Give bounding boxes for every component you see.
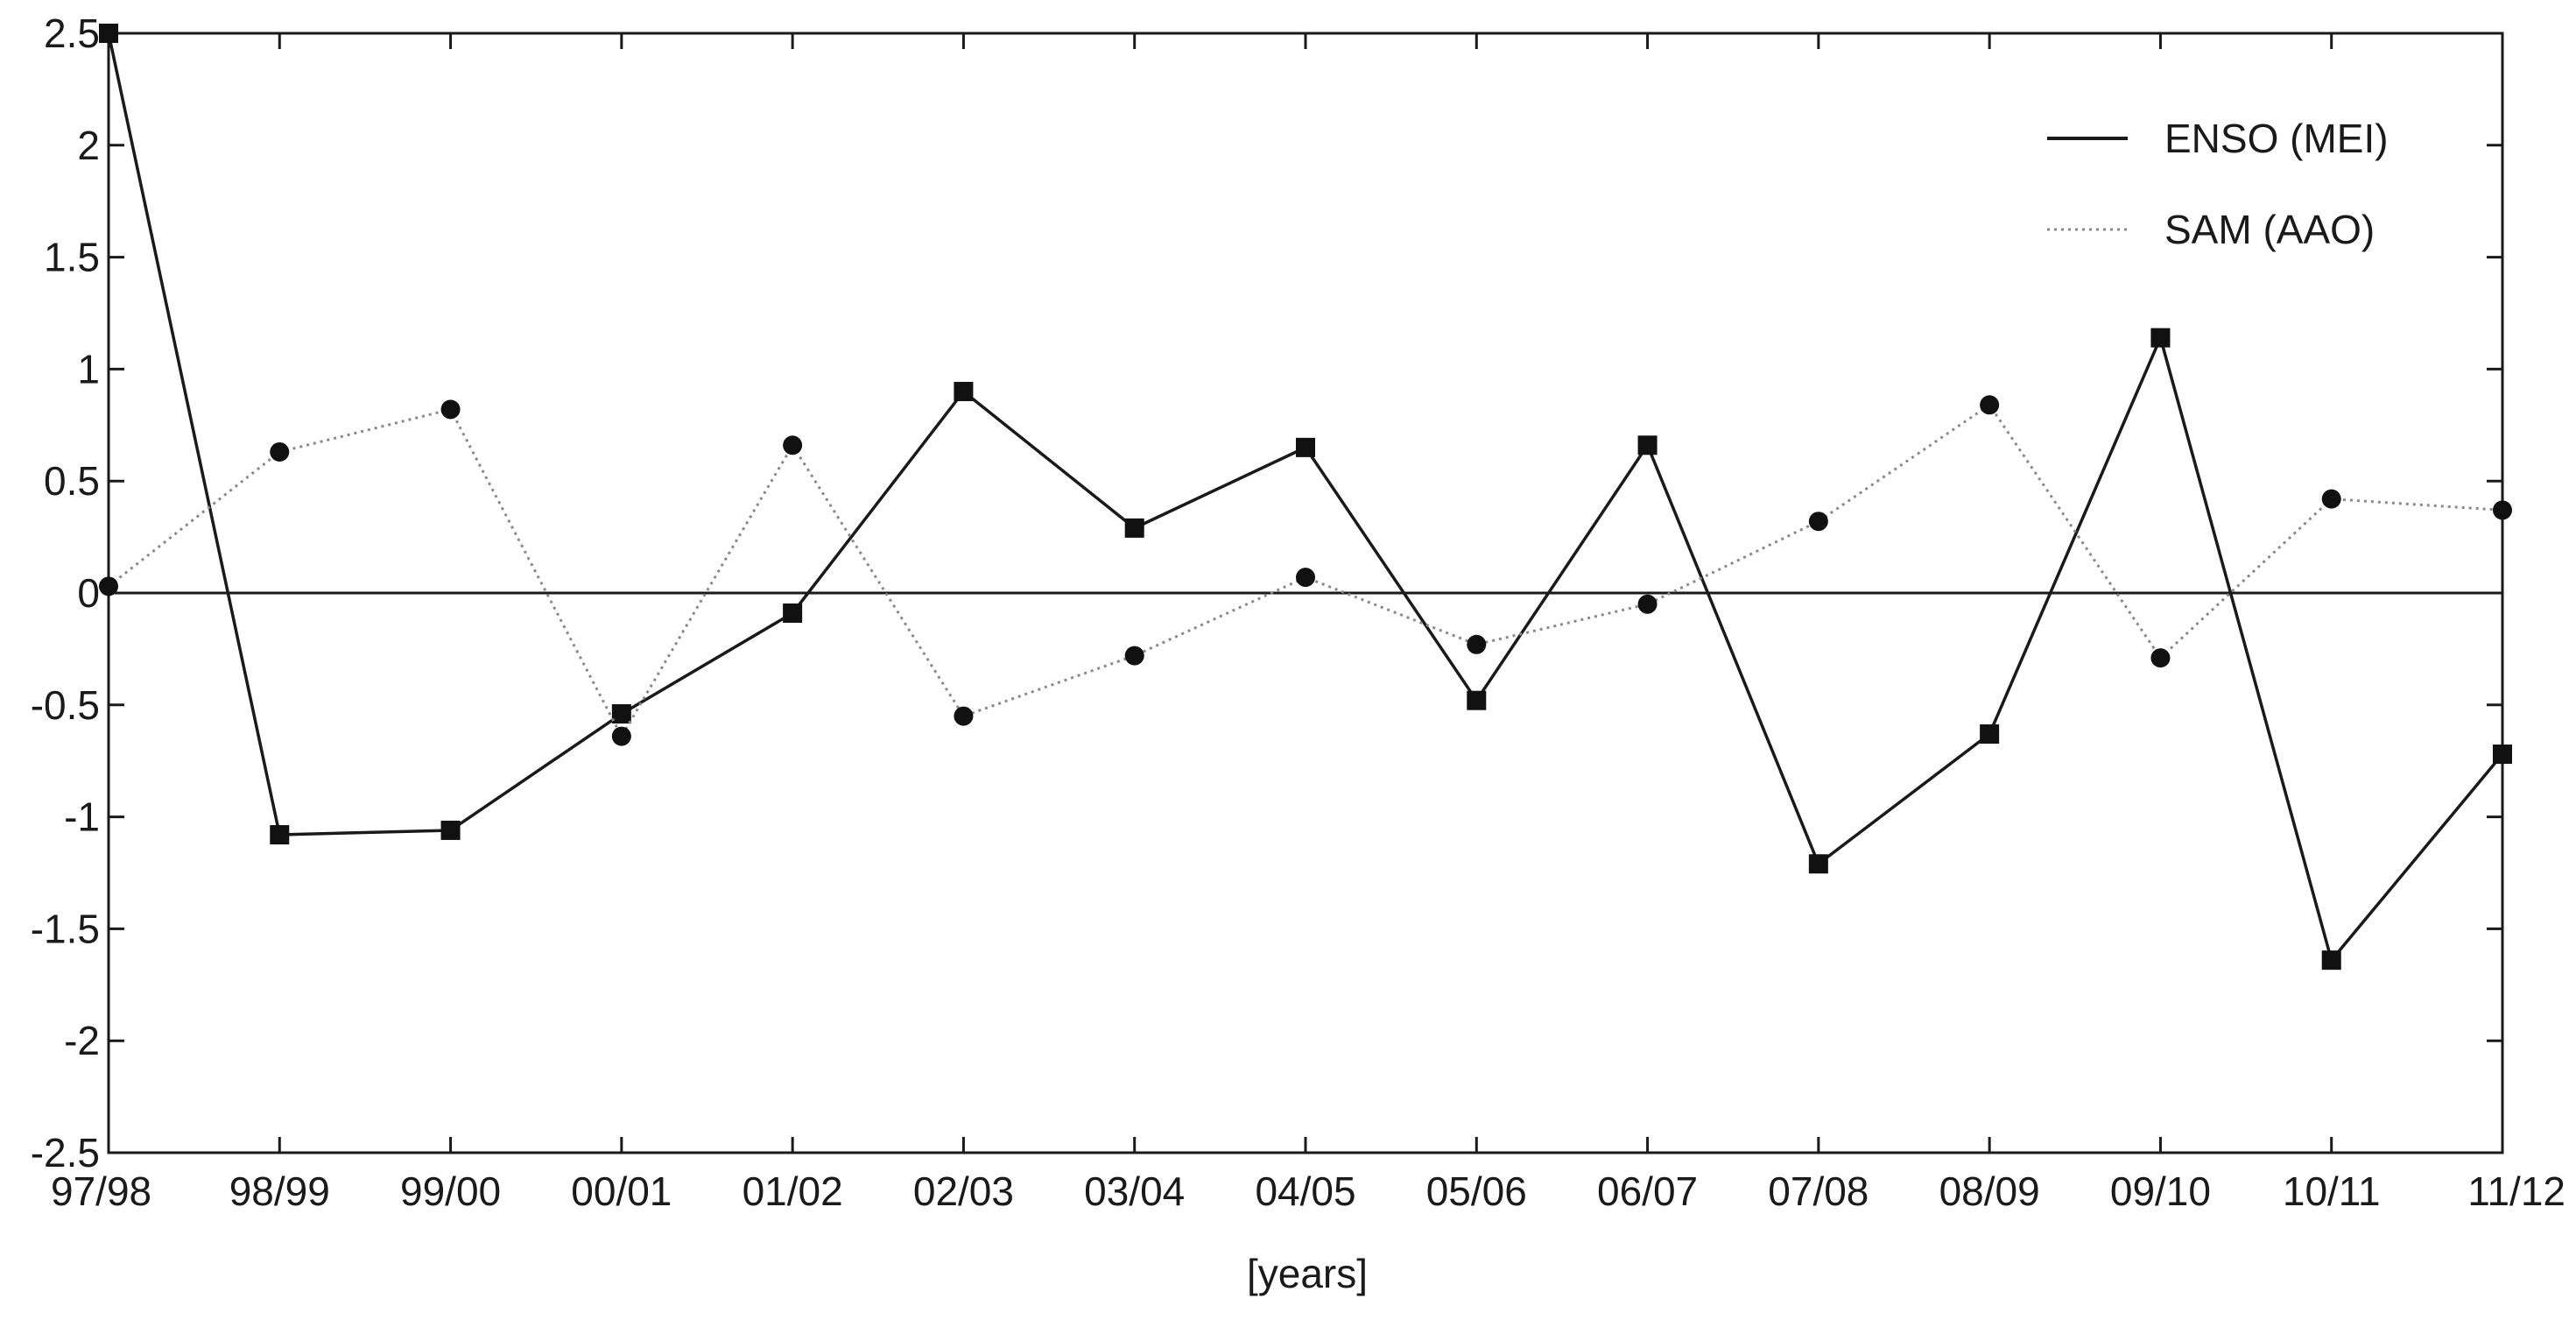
- y-tick-label: -0.5: [31, 682, 100, 728]
- data-point-sam-aao: [2321, 489, 2341, 509]
- x-axis-title: [years]: [1247, 1251, 1368, 1296]
- data-point-sam-aao: [270, 441, 290, 462]
- y-tick-label: -1: [64, 794, 100, 840]
- data-point-enso-mei: [1296, 437, 1315, 457]
- data-point-sam-aao: [1637, 594, 1658, 614]
- x-tick-label: 99/00: [400, 1168, 501, 1214]
- data-point-sam-aao: [2493, 500, 2512, 520]
- data-point-enso-mei: [99, 24, 118, 43]
- legend-label: ENSO (MEI): [2164, 116, 2389, 161]
- x-tick-label: 00/01: [571, 1168, 672, 1214]
- data-point-sam-aao: [1808, 512, 1828, 532]
- legend: ENSO (MEI) SAM (AAO): [2047, 116, 2389, 252]
- y-tick-label: 2.5: [44, 11, 100, 56]
- data-point-enso-mei: [2493, 745, 2512, 765]
- y-tick-label: 1.5: [44, 235, 100, 280]
- data-point-enso-mei: [954, 381, 974, 401]
- data-point-enso-mei: [270, 825, 290, 845]
- x-tick-label: 98/99: [229, 1168, 330, 1214]
- data-point-sam-aao: [1124, 646, 1144, 666]
- data-point-sam-aao: [440, 399, 461, 420]
- x-tick-label: 04/05: [1255, 1168, 1355, 1214]
- data-point-enso-mei: [1637, 435, 1658, 455]
- x-tick-label: 09/10: [2110, 1168, 2211, 1214]
- data-point-sam-aao: [2150, 648, 2171, 668]
- data-point-enso-mei: [2150, 328, 2171, 348]
- axes-group: 2.5 2 1.5 1 0.5 0 -0.5 -1 -1.5 -2 -2.597/98 98/99 99…: [31, 11, 2565, 1214]
- x-tick-label: 06/07: [1597, 1168, 1698, 1214]
- series-group: [99, 24, 2512, 971]
- x-tick-label: 02/03: [913, 1168, 1014, 1214]
- data-point-sam-aao: [99, 576, 118, 596]
- y-tick-label: -1.5: [31, 906, 100, 951]
- legend-label: SAM (AAO): [2164, 207, 2375, 252]
- data-point-enso-mei: [1467, 690, 1487, 710]
- data-point-enso-mei: [1808, 854, 1828, 874]
- data-point-enso-mei: [783, 604, 803, 624]
- x-tick-label: 01/02: [743, 1168, 843, 1214]
- y-tick-label: -2: [64, 1018, 100, 1063]
- data-point-enso-mei: [611, 704, 631, 724]
- data-point-enso-mei: [1124, 518, 1144, 538]
- x-tick-label: 97/98: [51, 1168, 151, 1214]
- y-tick-label: -2.5: [31, 1130, 100, 1175]
- y-tick-label: 2: [77, 123, 100, 168]
- data-point-sam-aao: [611, 726, 631, 746]
- x-tick-label: 10/11: [2283, 1168, 2381, 1214]
- data-point-sam-aao: [954, 706, 974, 726]
- data-point-enso-mei: [440, 820, 461, 840]
- x-tick-label: 05/06: [1426, 1168, 1527, 1214]
- x-tick-label: 11/12: [2467, 1168, 2565, 1214]
- x-tick-label: 08/09: [1939, 1168, 2040, 1214]
- data-point-sam-aao: [783, 435, 803, 455]
- data-point-enso-mei: [2321, 950, 2341, 971]
- y-tick-label: 0: [77, 570, 100, 616]
- x-tick-label: 03/04: [1084, 1168, 1185, 1214]
- data-point-enso-mei: [1980, 724, 2000, 745]
- y-tick-label: 1: [77, 346, 100, 392]
- x-tick-label: 07/08: [1768, 1168, 1869, 1214]
- data-point-sam-aao: [1296, 568, 1315, 588]
- y-tick-label: 0.5: [44, 458, 100, 504]
- data-point-sam-aao: [1467, 634, 1487, 654]
- series-line-enso-mei: [107, 32, 2504, 962]
- data-point-sam-aao: [1980, 395, 2000, 415]
